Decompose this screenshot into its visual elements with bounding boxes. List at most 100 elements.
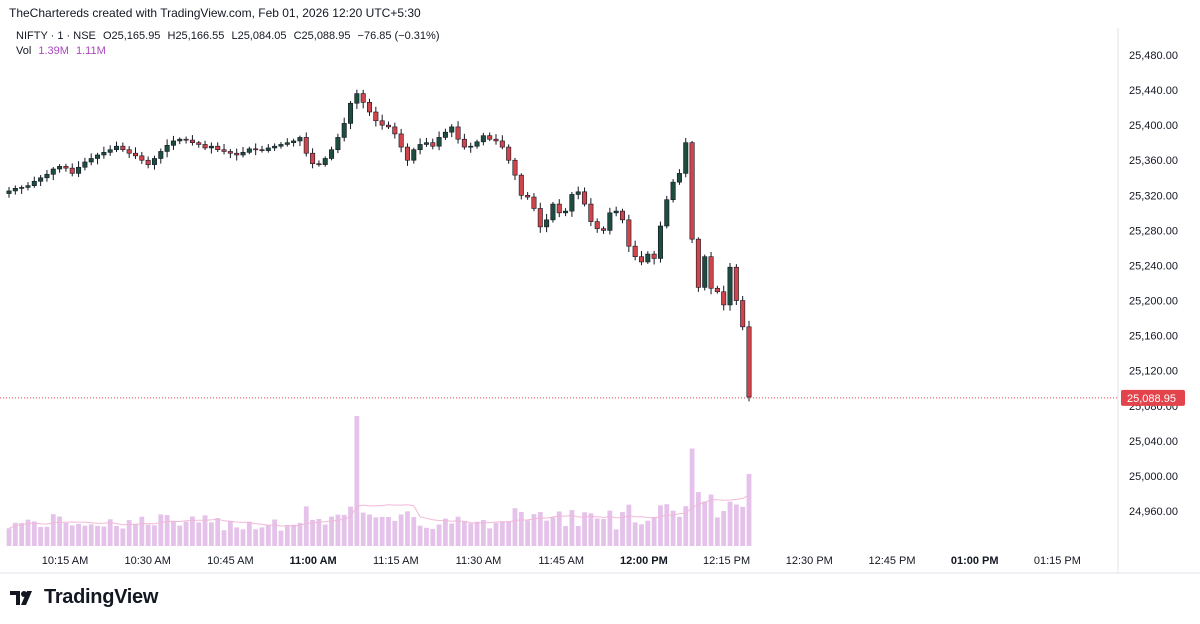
candle-body [430, 142, 436, 147]
volume-bar [234, 527, 240, 546]
time-tick-label: 12:00 PM [620, 555, 668, 567]
volume-ma-line [8, 494, 750, 529]
candle-body [670, 181, 676, 200]
candle-body [151, 158, 157, 165]
candle-body [170, 140, 176, 146]
price-tick-label: 25,240.00 [1129, 260, 1178, 272]
volume-legend: Vol 1.39M 1.11M [16, 45, 110, 57]
candle-body [594, 221, 600, 229]
tradingview-footer[interactable]: TradingView [10, 586, 158, 609]
candle-body [246, 148, 252, 153]
candle-body [367, 102, 373, 113]
candle-body [676, 173, 682, 183]
price-tick-label: 25,360.00 [1129, 155, 1178, 167]
volume-bar [480, 519, 486, 546]
candle-body [651, 253, 657, 259]
price-tick-label: 25,040.00 [1129, 436, 1178, 448]
candle-body [620, 210, 626, 221]
volume-bar [449, 523, 455, 546]
volume-bar [38, 526, 44, 546]
volume-bar [227, 520, 233, 546]
volume-bar [265, 524, 271, 546]
candle-body [82, 161, 88, 168]
volume-bar [651, 517, 657, 546]
low-value: L25,084.05 [231, 30, 287, 42]
candle-body [57, 166, 63, 170]
volume-bar [246, 521, 252, 546]
candle-body [398, 133, 404, 148]
volume-bar [392, 520, 398, 546]
price-tick-label: 25,480.00 [1129, 50, 1178, 62]
volume-bar [708, 494, 714, 546]
candle-body [499, 140, 505, 148]
candle-body [733, 266, 739, 301]
volume-bar [645, 520, 651, 546]
candle-body [196, 142, 202, 145]
candle-body [31, 180, 37, 186]
candle-body [316, 163, 322, 166]
volume-bar [613, 529, 619, 546]
volume-bar [569, 510, 575, 546]
candle-body [487, 135, 493, 140]
volume-bar [126, 520, 132, 546]
candle-body [404, 146, 410, 161]
candle-body [512, 159, 518, 176]
candle-body [455, 126, 461, 140]
chart-caption: TheChartereds created with TradingView.c… [9, 6, 421, 20]
volume-bar [278, 530, 284, 546]
candle-body [107, 149, 113, 153]
close-value: C25,088.95 [293, 30, 351, 42]
volume-bar [259, 527, 265, 546]
candle-body [183, 138, 189, 141]
volume-bar [512, 508, 518, 546]
candle-body [259, 149, 265, 152]
volume-bar [335, 514, 341, 546]
candle-body [638, 256, 644, 263]
volume-bar [424, 527, 429, 546]
candle-body [284, 142, 290, 145]
candle-body [379, 120, 385, 126]
volume-bar [348, 506, 353, 546]
candle-body [550, 203, 556, 221]
candle-body [468, 145, 474, 148]
candle-body [158, 151, 164, 159]
volume-bar [360, 512, 366, 546]
candle-body [601, 228, 607, 231]
candle-body [360, 93, 366, 103]
candle-body [417, 144, 423, 151]
time-tick-label: 10:30 AM [124, 555, 170, 567]
candle-body [392, 126, 398, 135]
volume-bar [25, 519, 31, 546]
candle-body [626, 219, 632, 247]
candle-body [76, 166, 82, 174]
volume-bar [696, 492, 701, 546]
price-tick-label: 25,280.00 [1129, 225, 1178, 237]
symbol-label[interactable]: NIFTY · 1 · NSE [16, 30, 96, 42]
volume-bar [57, 516, 62, 546]
volume-bar [721, 510, 727, 546]
volume-bar [677, 516, 682, 546]
candle-body [38, 177, 44, 182]
volume-bar [386, 516, 391, 546]
time-tick-label: 12:45 PM [868, 555, 915, 567]
time-tick-label: 11:30 AM [456, 555, 502, 567]
volume-bar [411, 517, 417, 546]
volume-bar [190, 516, 195, 546]
volume-bar [436, 524, 442, 546]
volume-bar [531, 514, 537, 546]
volume-bar [19, 523, 25, 546]
volume-bar [341, 514, 347, 546]
volume-bar [670, 510, 676, 546]
volume-bar [139, 516, 145, 546]
volume-bar [354, 416, 360, 546]
volume-label[interactable]: Vol [16, 45, 32, 57]
volume-bar [284, 524, 290, 546]
candle-body [132, 152, 138, 157]
volume-bar [379, 516, 385, 546]
price-tick-label: 24,960.00 [1129, 506, 1178, 518]
volume-bar [550, 517, 556, 546]
volume-bar [76, 523, 81, 546]
candle-body [695, 238, 701, 288]
price-tick-label: 25,080.00 [1129, 401, 1178, 413]
